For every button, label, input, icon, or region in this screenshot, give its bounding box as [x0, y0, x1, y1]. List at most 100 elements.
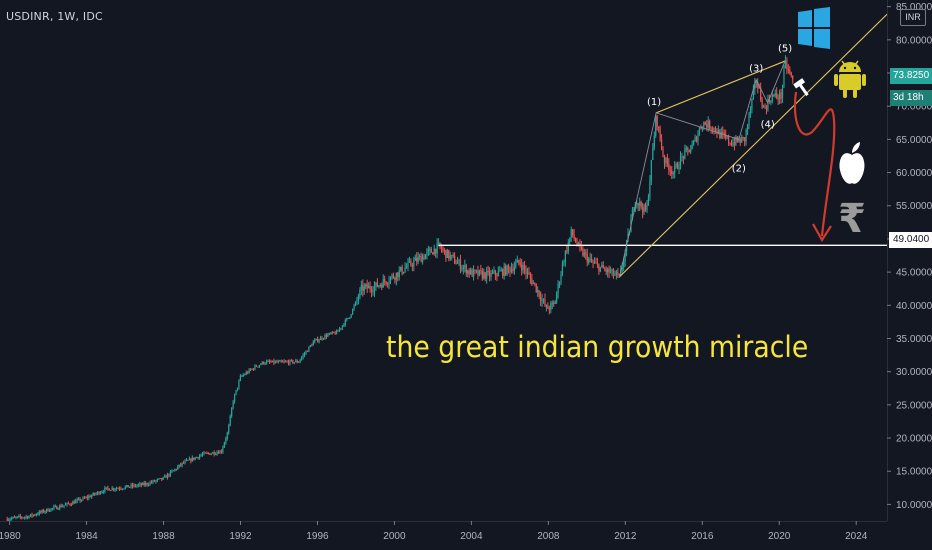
x-tick-label: 2016	[691, 531, 714, 542]
candle-body	[602, 265, 604, 269]
candle-body	[362, 285, 364, 292]
apple-icon	[839, 142, 865, 184]
candle-body	[730, 143, 733, 146]
candle-body	[137, 484, 139, 486]
candle-body	[27, 516, 29, 519]
candle-body	[51, 508, 54, 510]
candle-body	[618, 274, 620, 276]
candle-body	[191, 457, 193, 462]
candle-body	[31, 514, 33, 516]
candle-body	[752, 89, 754, 99]
candle-body	[580, 246, 583, 249]
candle-body	[471, 269, 473, 277]
candle-body	[671, 170, 673, 175]
candle-body	[410, 260, 412, 266]
candle-body	[347, 317, 349, 319]
candle-body	[430, 249, 432, 253]
candle-body	[631, 209, 634, 220]
candle-body	[576, 242, 578, 245]
candle-body	[89, 496, 91, 498]
candle-body	[583, 252, 585, 256]
candle-body	[554, 301, 556, 304]
windows-icon	[798, 7, 830, 49]
candle-body	[251, 368, 253, 370]
candle-body	[6, 519, 8, 521]
candle-body	[773, 95, 775, 97]
arrow-head	[812, 223, 832, 243]
candle-body	[477, 270, 479, 276]
candle-body	[337, 330, 339, 332]
candle-body	[44, 511, 46, 513]
candle-body	[757, 81, 759, 88]
candle-body	[129, 486, 131, 488]
candle-body	[389, 277, 392, 282]
rupee-icon: ₹	[838, 196, 866, 242]
candle-body	[454, 256, 456, 264]
candle-body	[322, 338, 325, 340]
candle-body	[79, 498, 81, 501]
candle-body	[644, 204, 647, 211]
x-tick-label: 2020	[768, 531, 791, 542]
candle-body	[503, 266, 505, 276]
candle-body	[238, 380, 240, 388]
candle-body	[475, 270, 478, 272]
candle-body	[662, 148, 664, 157]
x-tick-label: 2024	[845, 531, 868, 542]
candle-body	[481, 270, 483, 279]
symbol-label[interactable]: USDINR, 1W, IDC	[6, 10, 103, 23]
candle-body	[47, 508, 49, 512]
candle-body	[19, 515, 21, 518]
candle-body	[207, 452, 209, 454]
candle-body	[78, 498, 80, 500]
candle-body	[585, 252, 587, 254]
candle-body	[134, 484, 137, 487]
candle-body	[16, 516, 19, 518]
candle-body	[679, 156, 682, 168]
candle-body	[674, 166, 676, 174]
candle-body	[381, 284, 383, 288]
candle-body	[13, 516, 16, 518]
candle-body	[96, 491, 99, 494]
candle-body	[416, 257, 418, 262]
candle-body	[637, 203, 639, 206]
candle-body	[158, 478, 160, 480]
candle-body	[146, 483, 148, 485]
candle-body	[704, 122, 706, 125]
candle-body	[21, 517, 23, 519]
candle-body	[357, 297, 360, 300]
candle-body	[359, 289, 361, 298]
candle-body	[232, 401, 234, 408]
x-tick-label: 2012	[614, 531, 637, 542]
candle-body	[29, 514, 32, 517]
candle-body	[212, 452, 214, 454]
candle-body	[417, 257, 419, 262]
candle-body	[484, 272, 486, 279]
chart-annotation-text: the great indian growth miracle	[386, 330, 809, 364]
hammer-handle	[798, 82, 809, 97]
candle-body	[301, 357, 303, 360]
candle-body	[177, 466, 179, 470]
y-tick-label: 55.0000	[896, 201, 932, 212]
candle-body	[254, 365, 256, 370]
y-tick-label: 85.0000	[896, 2, 932, 13]
candle-body	[263, 361, 265, 364]
candle-body	[748, 113, 750, 125]
currency-badge[interactable]: INR	[900, 9, 926, 26]
candle-body	[786, 59, 788, 70]
candle-body	[777, 97, 779, 100]
candle-body	[561, 263, 564, 275]
candle-body	[299, 359, 301, 362]
candle-body	[516, 259, 518, 263]
candle-body	[290, 360, 293, 362]
x-tick-label: 2004	[460, 531, 483, 542]
candle-body	[490, 273, 492, 277]
candle-body	[727, 136, 730, 143]
candle-body	[560, 274, 562, 283]
candle-body	[155, 480, 157, 482]
candle-body	[709, 120, 711, 129]
candle-body	[537, 290, 539, 292]
candle-body	[330, 333, 332, 335]
candle-body	[468, 270, 470, 275]
candle-body	[215, 453, 217, 455]
